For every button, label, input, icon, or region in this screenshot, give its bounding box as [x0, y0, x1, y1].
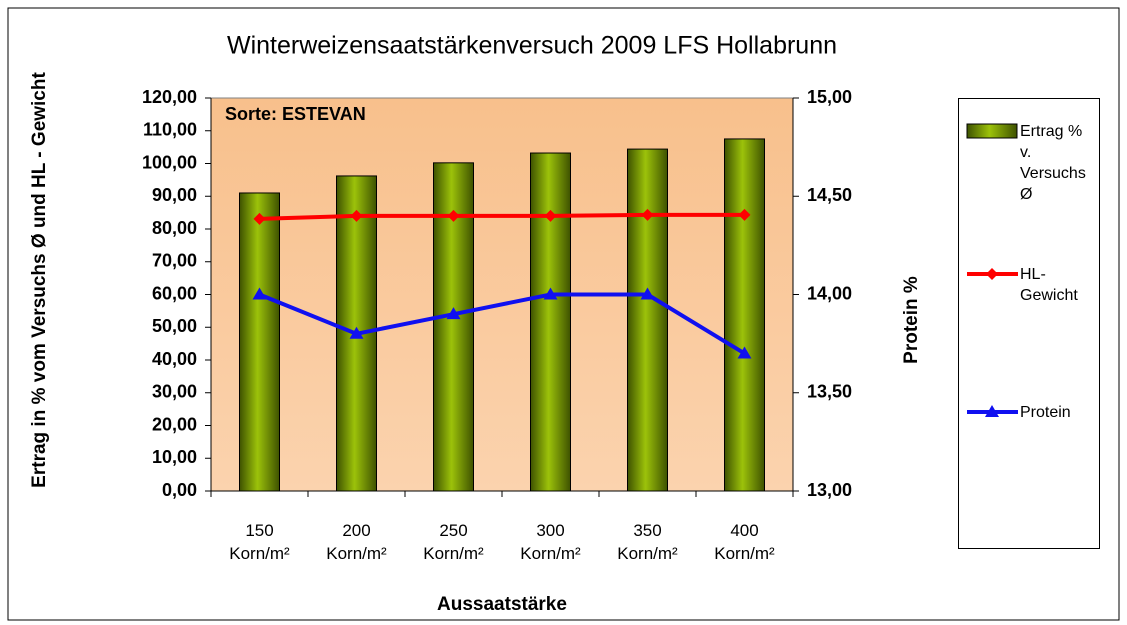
plot-area [210, 97, 794, 492]
marker [253, 212, 266, 225]
y-tick-label: 70,00 [152, 251, 197, 271]
x-tick-label: 200 Korn/m² [326, 521, 387, 563]
annotation: Sorte: ESTEVAN [225, 104, 366, 124]
legend-marker [985, 405, 999, 417]
legend-swatch [967, 268, 1018, 280]
y-tick-label: 10,00 [152, 447, 197, 467]
line [258, 292, 746, 356]
y-tick-label: 120,00 [142, 87, 197, 107]
y2-tick-label: 15,00 [807, 87, 852, 107]
y-tick-label: 40,00 [152, 349, 197, 369]
y-tick-label: 90,00 [152, 185, 197, 205]
legend-entry: Protein [965, 402, 1092, 423]
y2-tick-label: 14,00 [807, 283, 852, 303]
y-tick-label: 20,00 [152, 414, 197, 434]
legend-key [965, 264, 1020, 284]
marker [447, 209, 460, 222]
legend-marker [986, 268, 998, 280]
legend-swatch [966, 123, 1018, 139]
x-tick-label: 350 Korn/m² [617, 521, 678, 563]
marker [350, 209, 363, 222]
y-tick-label: 60,00 [152, 283, 197, 303]
legend-entry: HL-Gewicht [965, 264, 1092, 306]
legend-bar [966, 123, 1018, 139]
y-tick-label: 80,00 [152, 218, 197, 238]
y2-tick-label: 13,00 [807, 480, 852, 500]
x-tick-label: 300 Korn/m² [520, 521, 581, 563]
marker [349, 326, 364, 339]
legend-label: HL-Gewicht [1020, 266, 1078, 304]
legend-key [965, 402, 1020, 422]
x-axis-label: Aussaatstärke [437, 594, 567, 615]
y-tick-label: 110,00 [143, 120, 197, 140]
marker [446, 307, 461, 320]
bar [530, 152, 571, 492]
marker [543, 287, 558, 300]
marker [641, 208, 654, 221]
legend-entry: Ertrag % v. Versuchs Ø [965, 121, 1092, 205]
marker [738, 208, 751, 221]
bar [627, 148, 668, 492]
y-tick-label: 50,00 [152, 316, 197, 336]
y-axis-label: Ertrag in % vom Versuchs Ø und HL - Gewi… [29, 72, 50, 488]
y-tick-label: 30,00 [152, 382, 197, 402]
bar [724, 138, 765, 492]
y2-tick-label: 13,50 [807, 382, 852, 402]
legend-swatch [967, 405, 1018, 417]
x-tick-label: 250 Korn/m² [423, 521, 484, 563]
bar [239, 192, 280, 492]
chart-title: Winterweizensaatstärkenversuch 2009 LFS … [227, 32, 837, 60]
legend-label: Ertrag % v. Versuchs Ø [1020, 123, 1086, 203]
legend-key [965, 121, 1020, 141]
y2-axis-label: Protein % [901, 276, 922, 364]
line [259, 212, 745, 221]
y-tick-label: 100,00 [142, 152, 197, 172]
legend: Ertrag % v. Versuchs Ø HL-Gewicht Protein [958, 98, 1100, 549]
legend-label: Protein [1020, 404, 1071, 421]
marker [640, 287, 655, 300]
marker [544, 209, 557, 222]
y-tick-label: 0,00 [162, 480, 197, 500]
x-tick-label: 150 Korn/m² [229, 521, 290, 563]
marker [252, 287, 267, 300]
x-tick-label: 400 Korn/m² [714, 521, 775, 563]
marker [737, 346, 752, 359]
y2-tick-label: 14,50 [807, 185, 852, 205]
